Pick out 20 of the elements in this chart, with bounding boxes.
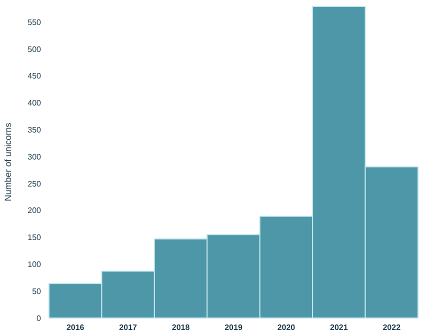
y-tick-label: 50 xyxy=(32,286,42,296)
y-tick-label: 450 xyxy=(28,72,42,81)
y-tick-label: 150 xyxy=(28,233,42,242)
x-tick-label: 2021 xyxy=(330,323,348,332)
x-tick-label: 2016 xyxy=(66,323,85,332)
x-tick-label: 2017 xyxy=(119,323,138,332)
x-tick-label: 2018 xyxy=(172,323,190,332)
y-tick-label: 400 xyxy=(28,98,42,108)
y-tick-label: 550 xyxy=(28,18,42,27)
y-tick-label: 0 xyxy=(36,314,42,323)
y-tick-label: 250 xyxy=(28,179,42,188)
y-axis-title: Number of unicorns xyxy=(3,122,13,202)
y-tick-label: 350 xyxy=(28,126,42,135)
y-tick-label: 500 xyxy=(28,44,42,54)
y-tick-label: 200 xyxy=(28,206,42,216)
x-tick-label: 2022 xyxy=(382,323,402,332)
x-tick-label: 2020 xyxy=(277,323,296,332)
y-tick-label: 300 xyxy=(28,152,42,162)
y-tick-label: 100 xyxy=(28,260,42,270)
x-tick-label: 2019 xyxy=(224,323,243,332)
